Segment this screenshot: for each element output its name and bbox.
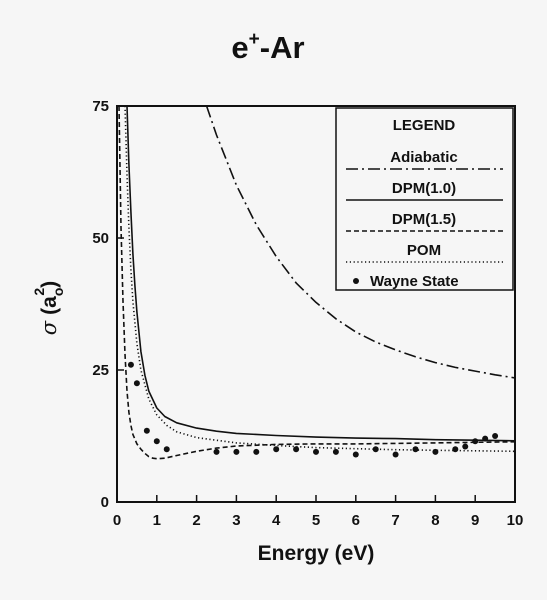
series-line-dpm-1-0 [126,105,516,442]
data-point-wayne-state [372,446,379,453]
data-point-wayne-state [452,446,459,453]
chart-title-sup: + [249,29,260,50]
data-point-wayne-state [213,448,220,455]
data-point-wayne-state [472,438,479,445]
x-tick-label: 10 [507,512,524,529]
legend-label-dpm-1-0: DPM(1.0) [392,180,456,197]
x-tick-label: 5 [312,512,320,529]
x-tick-label: 1 [153,512,161,529]
y-tick-label: 75 [92,98,109,115]
data-point-wayne-state [153,438,160,445]
x-tick-label: 3 [232,512,240,529]
data-point-wayne-state [127,361,134,368]
x-axis-title: Energy (eV) [258,542,375,565]
x-tick-label: 9 [471,512,479,529]
data-point-wayne-state [253,448,260,455]
data-point-wayne-state [143,427,150,434]
data-point-wayne-state [432,448,439,455]
data-point-wayne-state [412,446,419,453]
series-line-dpm-1-5 [118,105,516,460]
data-point-wayne-state [163,446,170,453]
legend-label-pom: POM [407,242,441,259]
x-tick-label: 0 [113,512,121,529]
y-axis-title: σ (ao2) [31,281,66,335]
data-point-wayne-state [133,380,140,387]
legend-label-adiabatic: Adiabatic [390,149,458,166]
y-tick-label: 50 [92,230,109,247]
data-point-wayne-state [293,446,300,453]
legend-label-dpm-1-5: DPM(1.5) [392,211,456,228]
legend-label-wayne-state: Wayne State [370,273,459,290]
data-point-wayne-state [352,451,359,458]
data-point-wayne-state [233,448,240,455]
y-tick-label: 25 [92,362,109,379]
x-tick-label: 2 [192,512,200,529]
x-tick-label: 8 [431,512,439,529]
series-line-adiabatic [205,105,516,379]
y-axis-title-sup: 2 [31,288,47,296]
chart-title: e+-Ar [231,29,304,65]
legend: LEGEND Adiabatic DPM(1.0) DPM(1.5) POM Wayne … [335,107,514,291]
data-point-wayne-state [392,451,399,458]
legend-box [335,107,514,291]
data-point-wayne-state [462,443,469,450]
x-tick-label: 6 [352,512,360,529]
chart-title-rest: -Ar [260,30,305,65]
data-point-wayne-state [492,433,499,439]
y-axis-title-sigma: σ [37,320,61,335]
y-axis-title-sub: o [50,288,66,297]
data-series [118,105,516,460]
legend-marker-wayne-state [353,278,359,284]
data-point-wayne-state [313,448,319,455]
plot-frame [116,105,516,503]
x-tick-label: 7 [391,512,399,529]
data-point-wayne-state [332,448,339,455]
data-point-wayne-state [482,435,489,442]
y-axis-title-close: ) [38,281,61,288]
y-axis-title-unit: (a [38,296,61,315]
y-tick-label: 0 [101,494,109,511]
legend-title: LEGEND [393,117,456,134]
data-point-wayne-state [273,446,280,453]
chart-title-main: e [231,30,248,65]
x-tick-label: 4 [272,512,281,529]
